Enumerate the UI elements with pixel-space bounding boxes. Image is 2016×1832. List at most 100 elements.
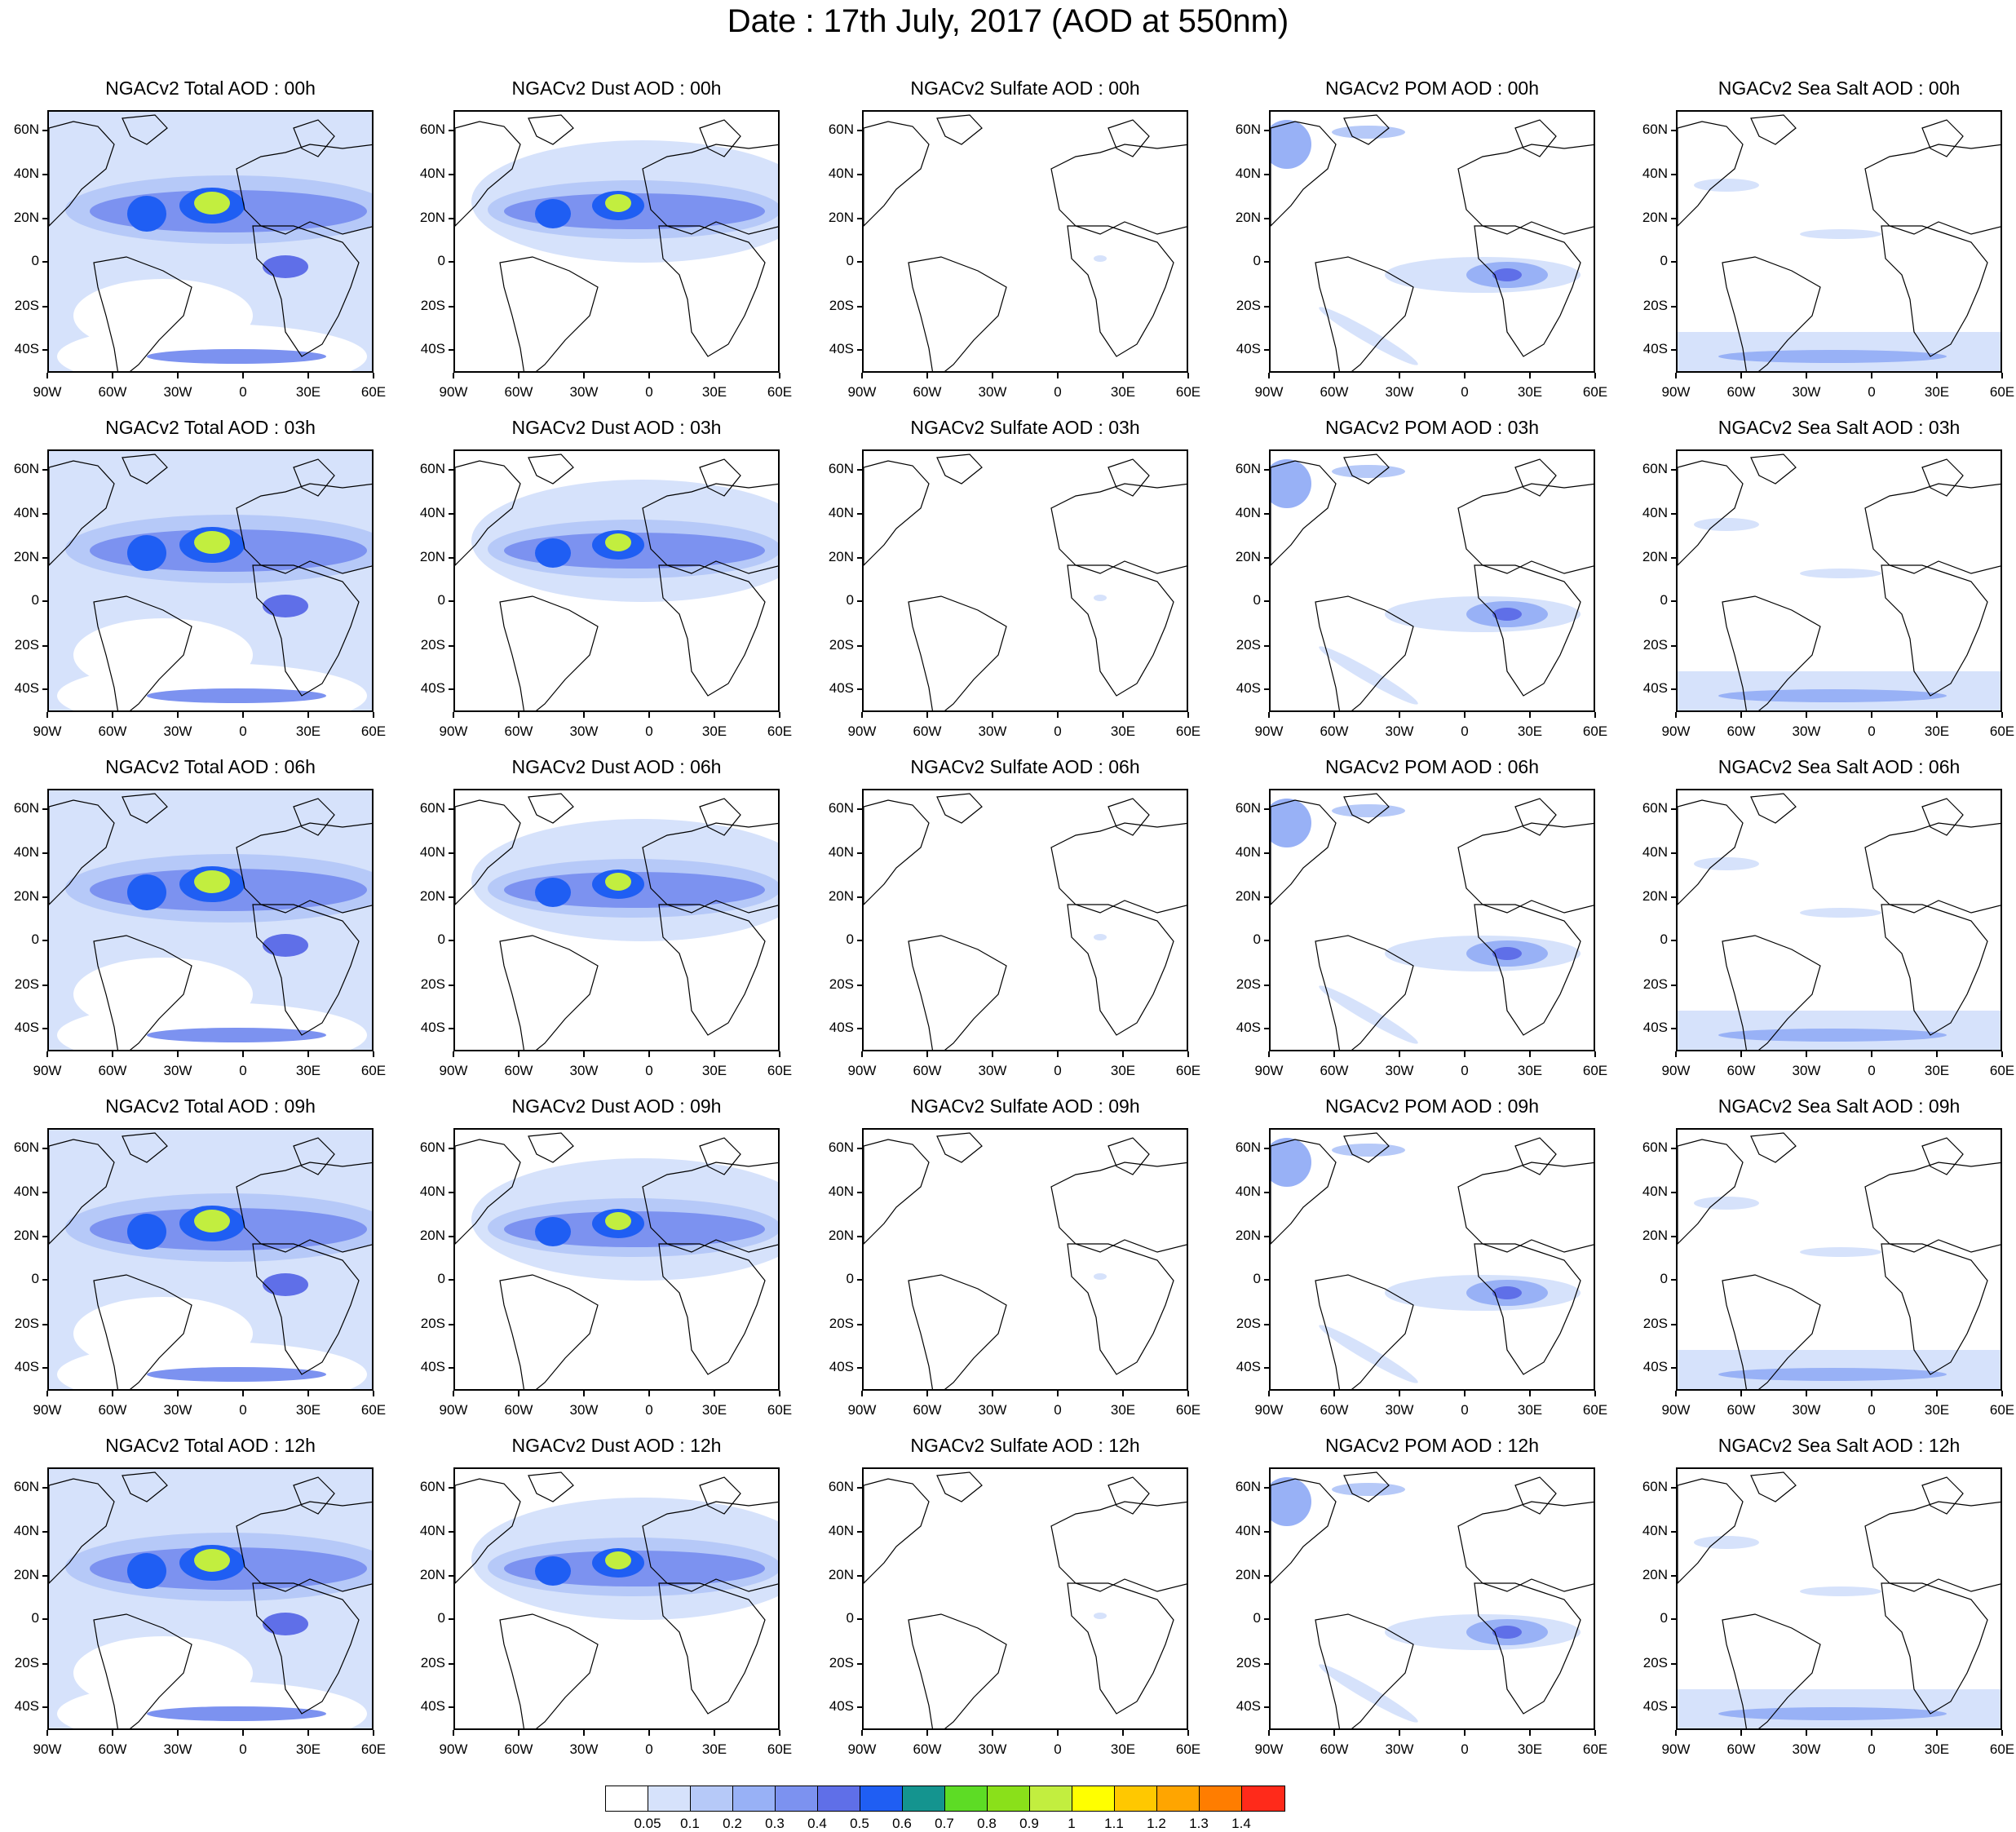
colorbar-swatch — [1030, 1786, 1072, 1811]
tick — [1057, 1391, 1059, 1396]
coastline — [122, 454, 168, 485]
map-frame — [862, 110, 1188, 373]
lon-label: 30E — [1924, 384, 1950, 400]
tick — [46, 712, 48, 718]
panel-title: NGACv2 Dust AOD : 03h — [511, 417, 722, 438]
coastline — [1921, 1476, 1964, 1515]
tick — [112, 1391, 113, 1396]
tick — [518, 373, 519, 378]
lon-label: 60W — [913, 1063, 942, 1078]
tick — [242, 1051, 244, 1057]
lon-label: 90W — [33, 724, 62, 739]
lat-label: 40N — [1642, 1183, 1668, 1199]
panel-title: NGACv2 Sea Salt AOD : 00h — [1718, 77, 1961, 99]
lon-label: 30W — [1792, 724, 1821, 739]
tick — [1333, 712, 1335, 718]
panel-title: NGACv2 Sulfate AOD : 06h — [910, 756, 1140, 777]
lon-label: 30E — [295, 1741, 321, 1757]
coastline — [293, 798, 335, 836]
lat-label: 20S — [14, 297, 39, 313]
tick — [926, 1391, 928, 1396]
lat-label: 40S — [829, 1020, 854, 1036]
coastline — [658, 564, 766, 697]
lon-label: 60W — [913, 384, 942, 400]
lat-label: 20S — [1236, 1654, 1261, 1670]
tick — [42, 1618, 47, 1621]
tick — [453, 373, 454, 378]
lat-label: 40S — [14, 680, 39, 697]
tick — [307, 1391, 309, 1396]
lat-label: 60N — [1235, 1479, 1261, 1495]
tick — [1871, 1391, 1872, 1396]
lat-label: 20S — [420, 976, 445, 992]
tick — [1264, 1367, 1269, 1370]
tick — [1264, 644, 1269, 647]
lat-label: 20S — [420, 1315, 445, 1331]
tick — [1671, 261, 1676, 263]
lon-label: 30W — [1385, 724, 1414, 739]
tick — [46, 1730, 48, 1736]
tick — [242, 1730, 244, 1736]
tick — [857, 1367, 862, 1370]
tick — [1675, 373, 1677, 378]
map-frame — [1269, 449, 1595, 712]
tick — [449, 557, 453, 560]
lon-label: 30W — [569, 1402, 599, 1418]
coastline — [1067, 564, 1174, 697]
tick — [1264, 984, 1269, 986]
tick — [242, 712, 244, 718]
tick — [992, 373, 993, 378]
tick — [857, 1706, 862, 1709]
tick — [307, 712, 309, 718]
tick — [177, 1730, 179, 1736]
tick — [42, 1575, 47, 1578]
tick — [857, 130, 862, 132]
lon-label: 60W — [1320, 1741, 1349, 1757]
lon-label: 0 — [1461, 724, 1469, 739]
tick — [1264, 1618, 1269, 1621]
tick — [1671, 1028, 1676, 1030]
map-svg — [49, 1130, 372, 1389]
coastline — [1474, 1243, 1581, 1375]
lon-label: 30W — [978, 1741, 1007, 1757]
lat-label: 40N — [1235, 504, 1261, 520]
coastline — [699, 119, 741, 157]
lat-label: 40N — [828, 165, 854, 181]
tick — [992, 712, 993, 718]
coastline — [1050, 822, 1187, 914]
lon-label: 30E — [1924, 1741, 1950, 1757]
lat-label: 0 — [846, 253, 854, 269]
tick — [1671, 600, 1676, 603]
lon-label: 30E — [1517, 1402, 1543, 1418]
tick — [1122, 1051, 1124, 1057]
coastline — [864, 121, 930, 227]
tick — [1594, 373, 1596, 378]
lon-label: 0 — [1054, 1063, 1062, 1078]
tick — [779, 712, 780, 718]
coastline — [528, 114, 574, 145]
lon-label: 30E — [1517, 724, 1543, 739]
lat-label: 40S — [1236, 1020, 1261, 1036]
tick — [449, 644, 453, 647]
lon-label: 60E — [360, 1063, 387, 1078]
tick — [1671, 512, 1676, 515]
lat-label: 40S — [829, 1698, 854, 1715]
tick — [449, 600, 453, 603]
colorbar-label: 0.5 — [850, 1816, 869, 1831]
panel-title: NGACv2 Sulfate AOD : 09h — [910, 1095, 1140, 1117]
coastline — [1315, 1274, 1414, 1389]
tick — [1399, 1391, 1400, 1396]
lon-label: 90W — [439, 724, 468, 739]
lon-label: 60W — [504, 724, 533, 739]
tick — [1671, 1530, 1676, 1533]
lon-label: 30W — [978, 1063, 1007, 1078]
lon-label: 60W — [1726, 724, 1756, 739]
lat-label: 20N — [1235, 1228, 1261, 1244]
map-frame — [47, 110, 374, 373]
tick — [449, 1662, 453, 1665]
coastline — [1864, 483, 2001, 574]
tick — [449, 305, 453, 308]
tick — [1671, 644, 1676, 647]
lon-label: 30W — [1792, 1402, 1821, 1418]
tick — [177, 1051, 179, 1057]
